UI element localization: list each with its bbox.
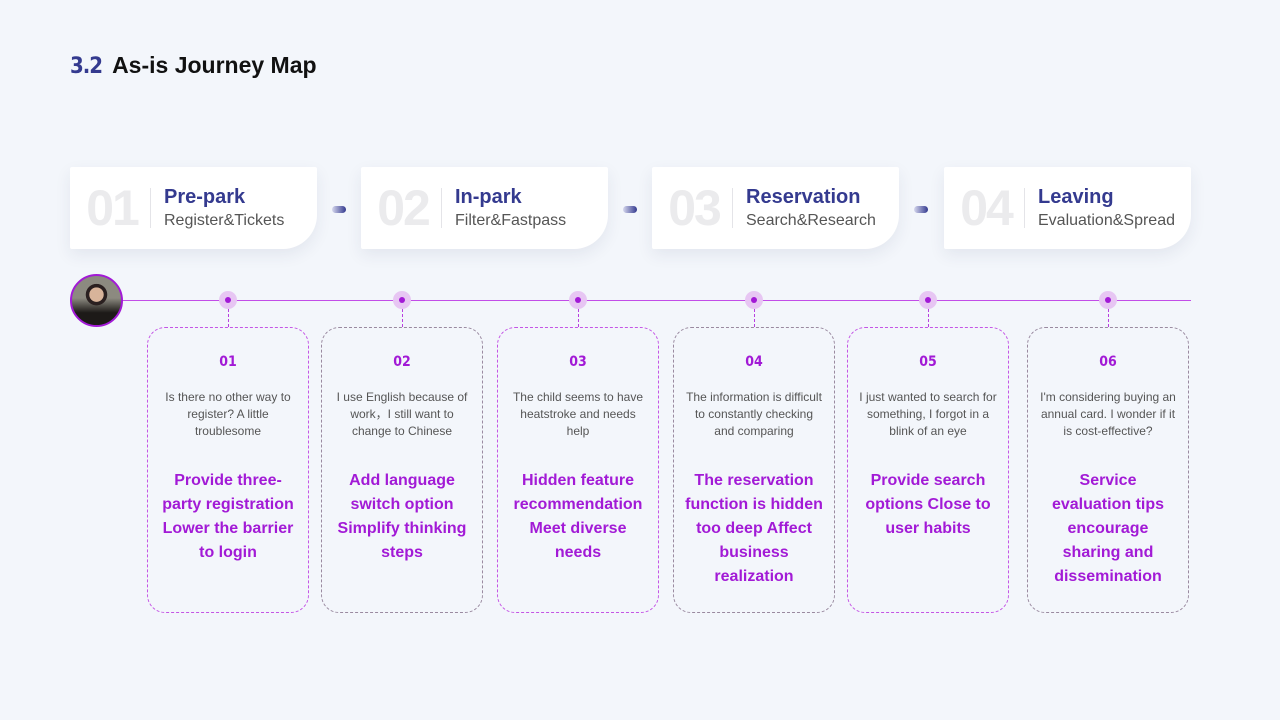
timeline-dot — [219, 291, 237, 309]
stage-connector — [914, 206, 928, 213]
timeline-dot — [569, 291, 587, 309]
timeline-dot — [745, 291, 763, 309]
title-text: As-is Journey Map — [112, 52, 317, 78]
avatar — [70, 274, 123, 327]
divider — [441, 188, 442, 228]
stage-number: 04 — [960, 180, 1014, 236]
card-number: 06 — [1099, 354, 1117, 370]
divider — [150, 188, 151, 228]
user-quote: Is there no other way to register? A lit… — [165, 390, 291, 438]
stage-card: 03 Reservation Search&Research — [652, 167, 899, 249]
timeline-stem — [578, 309, 579, 327]
stage-name: Leaving — [1038, 186, 1114, 208]
stage-connector — [623, 206, 637, 213]
stage-subtitle: Evaluation&Spread — [1038, 212, 1175, 229]
timeline-dot — [1099, 291, 1117, 309]
stage-name: Pre-park — [164, 186, 246, 208]
opportunity-text: The reservation function is hidden too d… — [685, 472, 823, 585]
timeline-stem — [928, 309, 929, 327]
stage-subtitle: Filter&Fastpass — [455, 212, 567, 229]
timeline — [122, 299, 1191, 301]
card-number: 03 — [569, 354, 587, 370]
touchpoint-card: 05 I just wanted to search for something… — [847, 327, 1009, 613]
divider — [732, 188, 733, 228]
opportunity-text: Hidden feature recommendation Meet diver… — [513, 472, 643, 561]
divider — [1024, 188, 1025, 228]
stage-name: Reservation — [746, 186, 861, 208]
user-quote: The child seems to have heatstroke and n… — [512, 390, 644, 438]
timeline-stem — [228, 309, 229, 327]
touchpoint-card: 04 The information is difficult to const… — [673, 327, 835, 613]
stage-card: 01 Pre-park Register&Tickets — [70, 167, 317, 249]
stage-card: 04 Leaving Evaluation&Spread — [944, 167, 1191, 249]
timeline-stem — [754, 309, 755, 327]
card-number: 02 — [393, 354, 411, 370]
user-quote: I use English because of work，I still wa… — [336, 390, 468, 438]
opportunity-text: Provide three-party registration Lower t… — [162, 472, 294, 561]
stage-card: 02 In-park Filter&Fastpass — [361, 167, 608, 249]
opportunity-text: Add language switch option Simplify thin… — [337, 472, 467, 561]
stage-subtitle: Register&Tickets — [164, 212, 285, 229]
timeline-stem — [402, 309, 403, 327]
touchpoint-card: 03 The child seems to have heatstroke an… — [497, 327, 659, 613]
stage-number: 01 — [86, 180, 140, 236]
timeline-dot — [393, 291, 411, 309]
touchpoint-card: 06 I'm considering buying an annual card… — [1027, 327, 1189, 613]
touchpoint-card: 02 I use English because of work，I still… — [321, 327, 483, 613]
timeline-stem — [1108, 309, 1109, 327]
opportunity-text: Service evaluation tips encourage sharin… — [1051, 472, 1165, 585]
stage-subtitle: Search&Research — [746, 212, 876, 229]
stage-number: 02 — [377, 180, 431, 236]
stage-connector — [332, 206, 346, 213]
user-quote: The information is difficult to constant… — [686, 390, 822, 438]
timeline-dot — [919, 291, 937, 309]
stage-number: 03 — [668, 180, 722, 236]
card-number: 05 — [919, 354, 937, 370]
stage-name: In-park — [455, 186, 522, 208]
user-quote: I just wanted to search for something, I… — [859, 390, 997, 438]
touchpoint-card: 01 Is there no other way to register? A … — [147, 327, 309, 613]
card-number: 01 — [219, 354, 237, 370]
user-quote: I'm considering buying an annual card. I… — [1040, 390, 1176, 438]
section-number: 3.2 — [70, 54, 103, 79]
opportunity-text: Provide search options Close to user hab… — [865, 472, 991, 537]
page-title: 3.2 As-is Journey Map — [70, 52, 317, 79]
card-number: 04 — [745, 354, 763, 370]
